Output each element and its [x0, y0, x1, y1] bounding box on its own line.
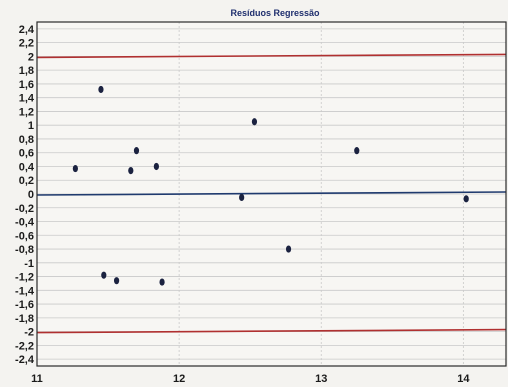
y-tick-label: -2,2: [15, 340, 34, 352]
y-tick-label: 0,6: [19, 148, 34, 160]
y-tick-label: 0,4: [19, 161, 35, 173]
y-tick-label: 1,2: [19, 106, 34, 118]
data-point: [239, 193, 245, 202]
chart-title: Resíduos Regressão: [230, 8, 320, 18]
data-point: [98, 85, 104, 94]
data-point: [285, 245, 292, 253]
data-points: [72, 85, 469, 286]
reference-line: [36, 191, 507, 196]
x-tick-label: 13: [315, 373, 327, 385]
x-tick-label: 11: [31, 373, 43, 385]
data-point: [159, 278, 165, 286]
y-tick-label: -1,4: [15, 285, 35, 297]
y-tick-label: 0: [28, 189, 34, 201]
reference-line: [36, 328, 507, 334]
y-axis-tick-labels: 2,4 2,22 1,8 1,6 1,41,2 1 0,8 0,60,4 0,2 0 -0,2 -0,…: [15, 24, 35, 366]
data-point: [72, 164, 78, 173]
y-tick-label: 0,8: [19, 134, 34, 146]
y-tick-label: -0,2: [15, 203, 34, 215]
y-tick-label: -0,8: [15, 244, 34, 256]
data-point: [463, 195, 469, 203]
plot-border: [36, 21, 507, 367]
y-tick-label: -1,6: [15, 299, 34, 311]
data-point: [113, 277, 120, 285]
y-tick-label: -0,4: [15, 217, 35, 229]
y-tick-label: 0,2: [19, 175, 34, 187]
y-tick-label: -0,6: [15, 230, 34, 242]
y-tick-label: 1,4: [19, 93, 35, 105]
y-tick-label: 2,4: [19, 24, 35, 36]
y-tick-label: 1,6: [19, 79, 34, 91]
x-tick-label: 12: [173, 373, 185, 385]
y-tick-label: -1,8: [15, 313, 34, 325]
y-tick-label: -1: [24, 258, 34, 270]
y-tick-label: 2: [28, 51, 34, 63]
x-tick-label: 14: [457, 373, 470, 385]
data-point: [133, 147, 140, 155]
reference-line: [36, 53, 507, 59]
x-axis-tick-labels: 11 12 13 14: [31, 373, 470, 385]
y-tick-label: 1,8: [19, 65, 34, 77]
y-tick-label: -2: [24, 327, 34, 339]
y-tick-label: -1,2: [15, 272, 34, 284]
data-point: [128, 167, 134, 175]
y-tick-label: 2,2: [19, 38, 34, 50]
data-point: [354, 147, 360, 155]
reference-lines: [36, 53, 507, 334]
data-point: [153, 162, 159, 171]
data-point: [251, 118, 258, 126]
plot-frame: [36, 21, 507, 367]
y-tick-label: 1: [28, 120, 34, 132]
y-tick-label: -2,4: [15, 354, 35, 366]
data-point: [101, 271, 107, 279]
